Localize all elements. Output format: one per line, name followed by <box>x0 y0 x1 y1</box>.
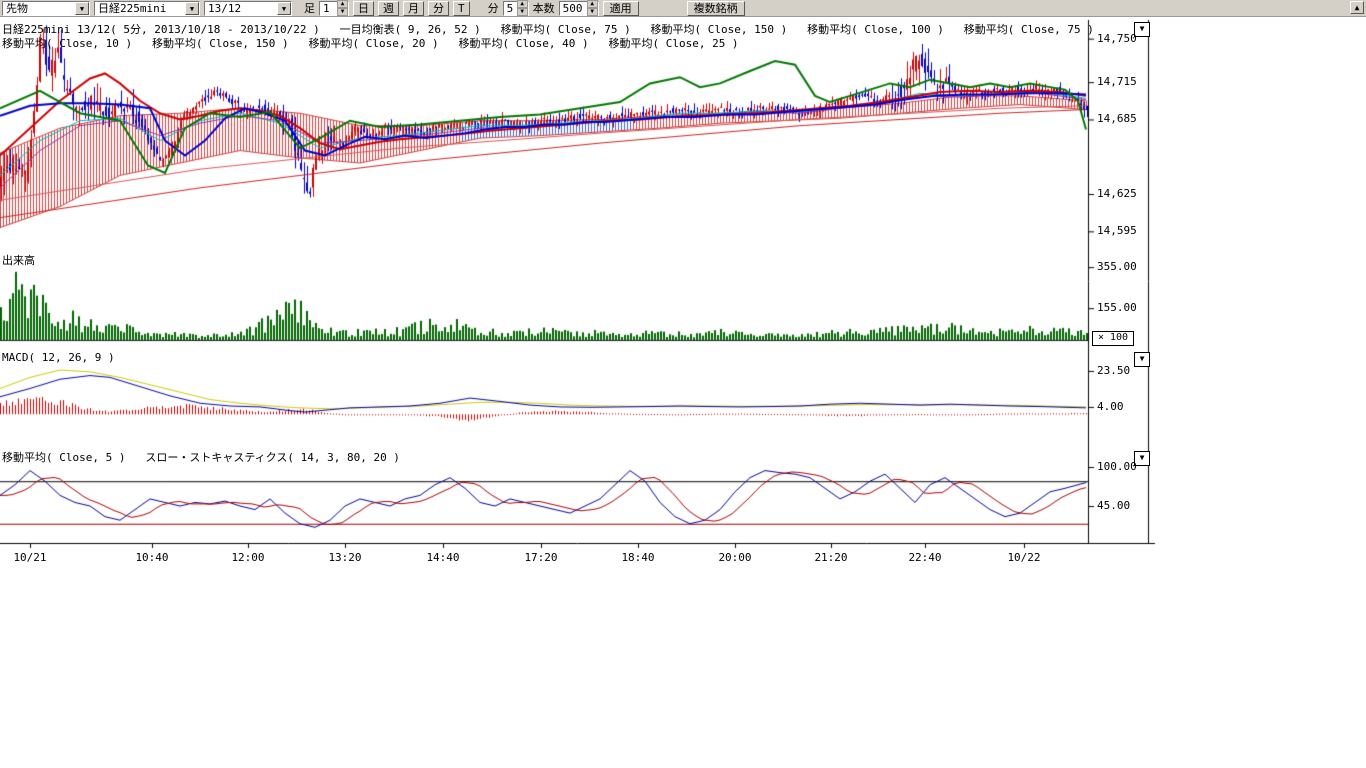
volume-panel-title: 出来高 <box>2 252 35 268</box>
macd-axis-label: 23.50 <box>1097 364 1130 377</box>
x-axis-label: 21:20 <box>807 551 855 564</box>
spinner-arrows-icon[interactable]: ▲▼ <box>517 0 528 16</box>
multi-symbol-button[interactable]: 複数銘柄 <box>687 1 745 16</box>
unit-tick-button[interactable]: T <box>453 1 470 16</box>
minute-value-spinner[interactable]: 5 ▲▼ <box>503 1 529 16</box>
symbol-select[interactable]: 日経225mini ▼ <box>94 1 200 16</box>
spin-down-icon[interactable]: ▼ <box>337 8 348 16</box>
macd-panel-title: MACD( 12, 26, 9 ) <box>2 351 115 364</box>
price-axis-label: 14,750 <box>1097 32 1137 45</box>
volume-axis-label: 355.00 <box>1097 260 1137 273</box>
contract-month-value: 13/12 <box>205 2 277 15</box>
bar-count-spinner[interactable]: 500 ▲▼ <box>559 1 599 16</box>
price-axis-label: 14,625 <box>1097 187 1137 200</box>
macd-axis-label: 4.00 <box>1097 400 1124 413</box>
scroll-up-button[interactable]: ▲ <box>1350 1 1364 14</box>
bar-interval-value: 1 <box>320 2 337 15</box>
unit-week-button[interactable]: 週 <box>378 1 399 16</box>
spinner-arrows-icon[interactable]: ▲▼ <box>587 0 598 16</box>
symbol-select-value: 日経225mini <box>95 0 185 16</box>
chevron-down-icon[interactable]: ▼ <box>277 2 291 15</box>
x-axis-label: 14:40 <box>419 551 467 564</box>
toolbar: 先物 ▼ 日経225mini ▼ 13/12 ▼ 足 1 ▲▼ 日 週 月 分 … <box>0 0 1366 17</box>
volume-axis-label: 155.00 <box>1097 301 1137 314</box>
contract-month-select[interactable]: 13/12 ▼ <box>204 1 292 16</box>
unit-minute-button[interactable]: 分 <box>428 1 449 16</box>
chart-legend-row2: 移動平均( Close, 10 ) 移動平均( Close, 150 ) 移動平… <box>2 35 739 51</box>
spin-up-icon[interactable]: ▲ <box>337 0 348 8</box>
price-axis-label: 14,715 <box>1097 75 1137 88</box>
stoch-panel-title: 移動平均( Close, 5 ) スロー・ストキャスティクス( 14, 3, 8… <box>2 449 400 465</box>
minute-unit-label: 分 <box>488 0 499 16</box>
spinner-arrows-icon[interactable]: ▲▼ <box>337 0 348 16</box>
chevron-down-icon[interactable]: ▼ <box>185 2 199 15</box>
x-axis-label: 10:40 <box>128 551 176 564</box>
volume-multiplier-badge: × 100 <box>1092 331 1134 346</box>
chart-canvas[interactable] <box>0 0 1366 768</box>
macd-panel-collapse-button[interactable]: ▼ <box>1134 352 1150 367</box>
x-axis-label: 10/21 <box>6 551 54 564</box>
x-axis-label: 17:20 <box>517 551 565 564</box>
x-axis-label: 12:00 <box>224 551 272 564</box>
spin-up-icon[interactable]: ▲ <box>517 0 528 8</box>
market-select-value: 先物 <box>3 0 75 16</box>
unit-day-button[interactable]: 日 <box>353 1 374 16</box>
bar-type-label: 足 <box>304 0 315 16</box>
apply-button[interactable]: 適用 <box>603 1 639 16</box>
stoch-axis-label: 100.00 <box>1097 460 1137 473</box>
spin-down-icon[interactable]: ▼ <box>587 8 598 16</box>
x-axis-label: 18:40 <box>614 551 662 564</box>
market-select[interactable]: 先物 ▼ <box>2 1 90 16</box>
x-axis-label: 13:20 <box>321 551 369 564</box>
spin-down-icon[interactable]: ▼ <box>517 8 528 16</box>
minute-value: 5 <box>504 2 517 15</box>
stoch-axis-label: 45.00 <box>1097 499 1130 512</box>
spin-up-icon[interactable]: ▲ <box>587 0 598 8</box>
x-axis-label: 10/22 <box>1000 551 1048 564</box>
bar-count-value: 500 <box>560 2 587 15</box>
bar-count-label: 本数 <box>533 0 555 16</box>
bar-interval-spinner[interactable]: 1 ▲▼ <box>319 1 349 16</box>
x-axis-label: 22:40 <box>901 551 949 564</box>
chevron-down-icon[interactable]: ▼ <box>75 2 89 15</box>
price-axis-label: 14,595 <box>1097 224 1137 237</box>
unit-month-button[interactable]: 月 <box>403 1 424 16</box>
x-axis-label: 20:00 <box>711 551 759 564</box>
price-axis-label: 14,685 <box>1097 112 1137 125</box>
